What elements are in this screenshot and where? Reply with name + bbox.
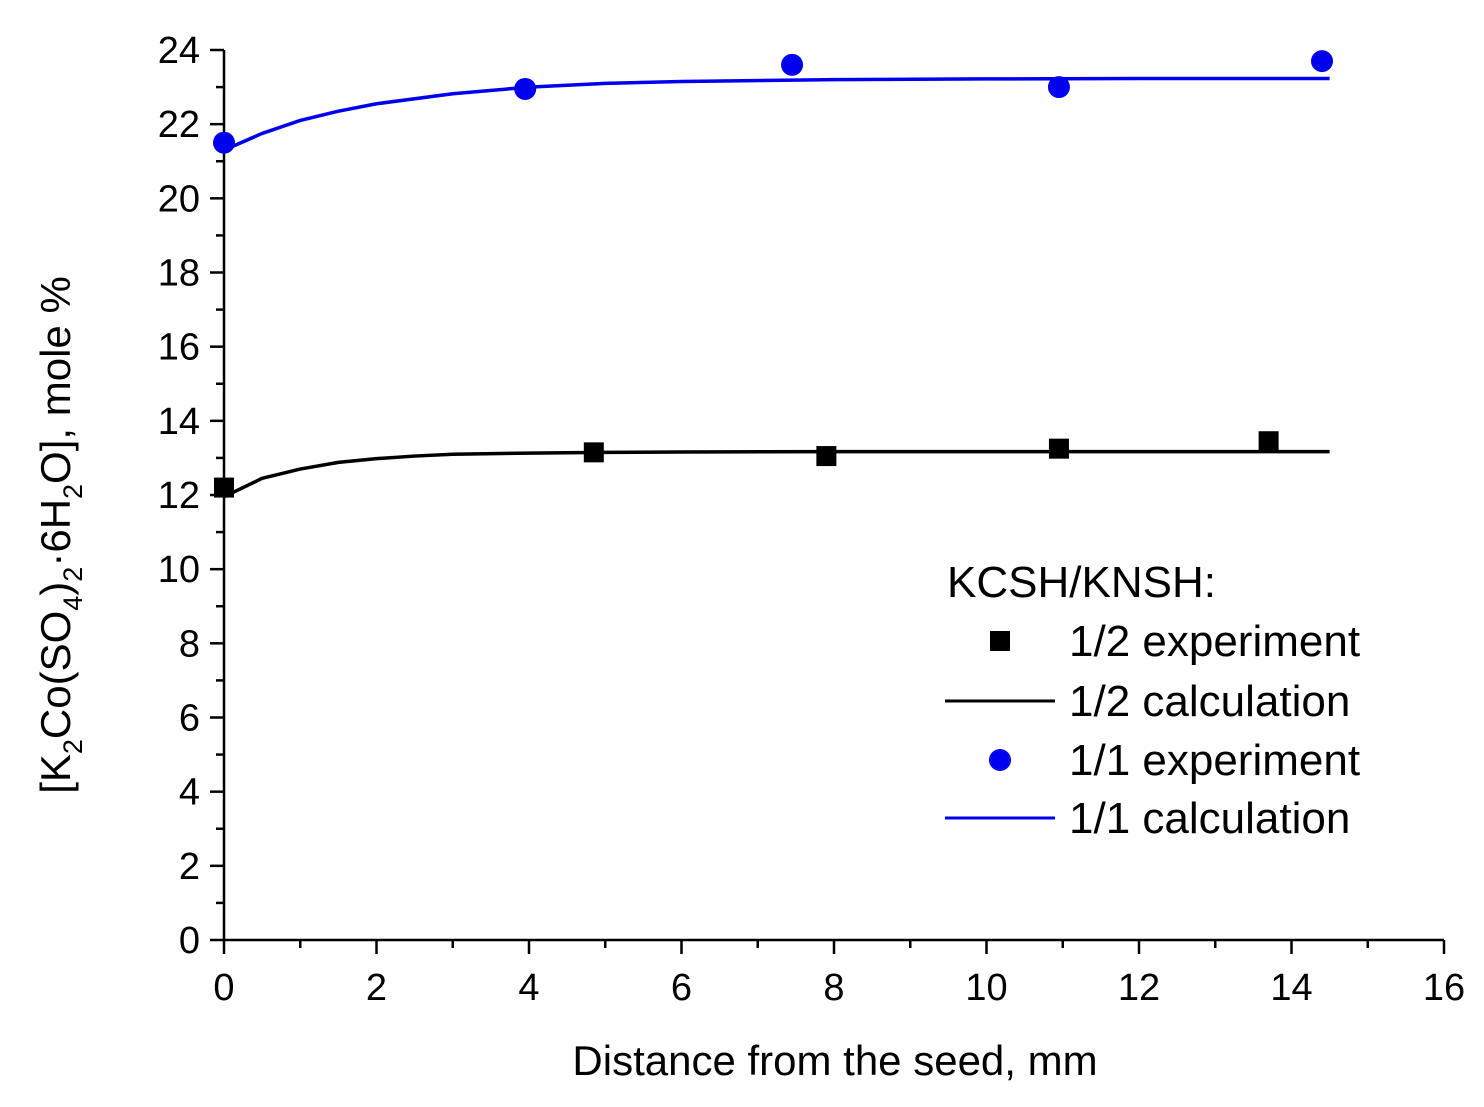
x-tick-label: 4 — [518, 967, 539, 1009]
y-tick-label: 4 — [179, 772, 200, 814]
y-tick-label: 8 — [179, 623, 200, 665]
x-tick-label: 2 — [366, 967, 387, 1009]
y-tick-label: 14 — [158, 401, 200, 443]
legend-marker-1-2-experiment — [990, 631, 1010, 651]
x-tick-label: 0 — [213, 967, 234, 1009]
y-tick-label: 2 — [179, 846, 200, 888]
x-tick-label: 12 — [1118, 967, 1160, 1009]
y-tick-label: 24 — [158, 30, 200, 72]
y-axis-title: [K2Co(SO4)2·6H2O], mole % — [32, 276, 88, 794]
y-tick-label: 0 — [179, 920, 200, 962]
y-tick-label: 10 — [158, 549, 200, 591]
data-point-1-1-experiment — [1311, 50, 1333, 73]
y-tick-label: 18 — [158, 253, 200, 295]
series-line-1-2-calculation — [223, 449, 1330, 499]
x-tick-label: 8 — [823, 967, 844, 1009]
data-point-1-1-experiment — [1047, 76, 1070, 99]
y-tick-label: 6 — [179, 698, 200, 740]
series-line-1-1-calculation — [223, 76, 1330, 152]
y-tick-label: 16 — [158, 327, 200, 369]
x-tick-label: 14 — [1270, 967, 1312, 1009]
legend: KCSH/KNSH: 1/2 experiment 1/2 calculatio… — [945, 558, 1360, 843]
data-point-1-1-experiment — [781, 53, 804, 76]
legend-label-1-1-calculation: 1/1 calculation — [1069, 794, 1350, 843]
x-axis-title: Distance from the seed, mm — [572, 1037, 1097, 1084]
x-tick-label: 6 — [671, 967, 692, 1009]
series-layer — [213, 50, 1333, 499]
y-tick-label: 22 — [158, 104, 200, 146]
legend-label-1-2-calculation: 1/2 calculation — [1069, 677, 1350, 726]
data-point-1-1-experiment — [213, 131, 235, 154]
x-tick-label: 10 — [965, 967, 1007, 1009]
x-tick-label: 16 — [1423, 967, 1465, 1009]
legend-title: KCSH/KNSH: — [947, 558, 1216, 607]
data-point-1-2-experiment — [816, 446, 837, 467]
legend-label-1-1-experiment: 1/1 experiment — [1069, 736, 1360, 785]
legend-label-1-2-experiment: 1/2 experiment — [1069, 617, 1360, 666]
legend-marker-1-1-experiment — [989, 749, 1011, 771]
data-point-1-2-experiment — [1258, 431, 1279, 452]
y-tick-label: 20 — [158, 178, 200, 220]
y-tick-label: 12 — [158, 475, 200, 517]
data-point-1-2-experiment — [1048, 438, 1069, 459]
